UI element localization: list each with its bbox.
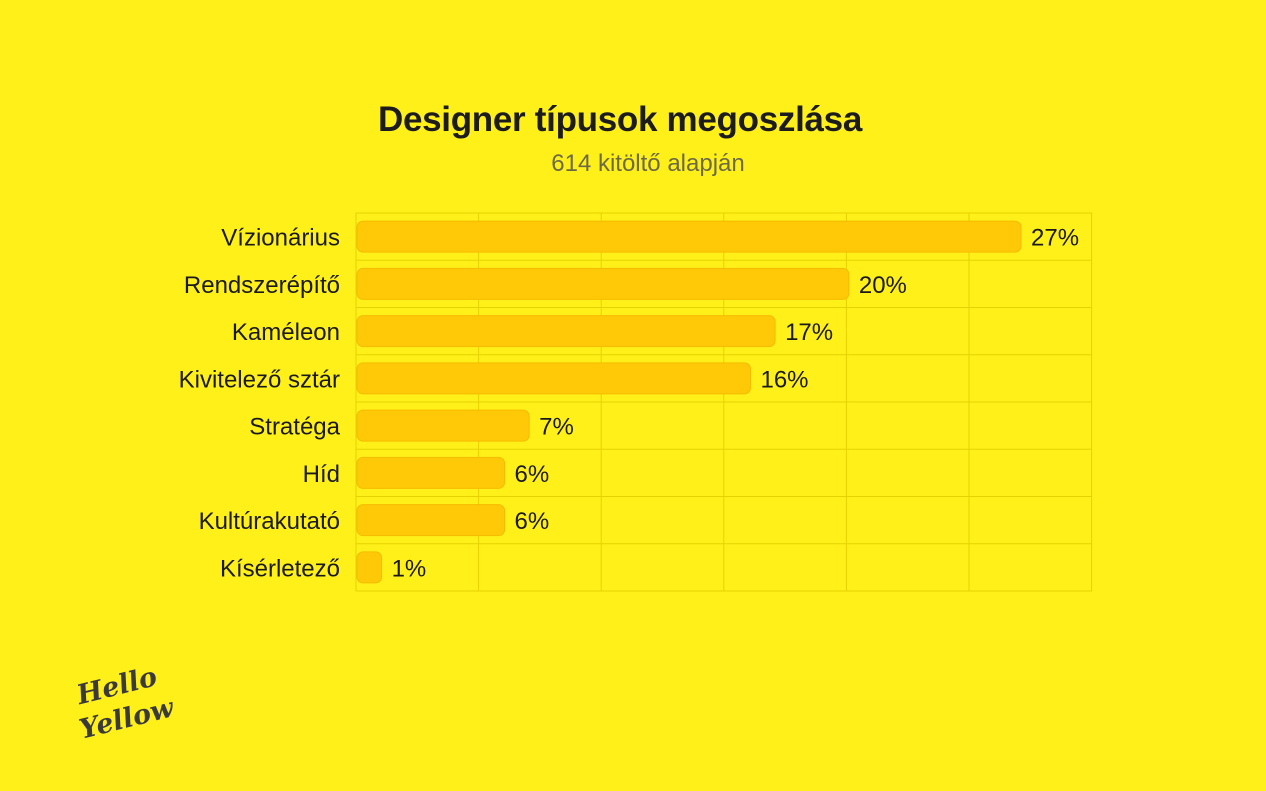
bar <box>356 456 506 489</box>
bar <box>356 409 530 442</box>
bar <box>356 315 776 348</box>
category-label: Kivitelező sztár <box>179 366 340 393</box>
category-label: Vízionárius <box>221 225 340 252</box>
value-label: 7% <box>539 414 574 441</box>
bar <box>356 504 506 537</box>
bar <box>356 551 383 584</box>
value-label: 6% <box>515 461 550 488</box>
hello-yellow-logo: Hello Yellow <box>73 661 179 745</box>
chart-title: Designer típusok megoszlása <box>377 100 862 139</box>
category-label: Híd <box>303 461 340 488</box>
value-label: 1% <box>392 555 427 582</box>
bar <box>356 362 751 395</box>
category-label: Kultúrakutató <box>199 508 340 535</box>
category-label: Kísérletező <box>220 555 340 582</box>
category-label: Stratéga <box>249 414 340 441</box>
value-label: 27% <box>1031 225 1079 252</box>
chart-subtitle: 614 kitöltő alapján <box>551 150 745 177</box>
category-label: Kaméleon <box>232 319 340 346</box>
value-label: 16% <box>760 366 808 393</box>
value-label: 17% <box>785 319 833 346</box>
value-label: 20% <box>859 272 907 299</box>
bar <box>356 220 1022 253</box>
category-label: Rendszerépítő <box>184 272 340 299</box>
bar <box>356 267 850 300</box>
value-label: 6% <box>515 508 550 535</box>
